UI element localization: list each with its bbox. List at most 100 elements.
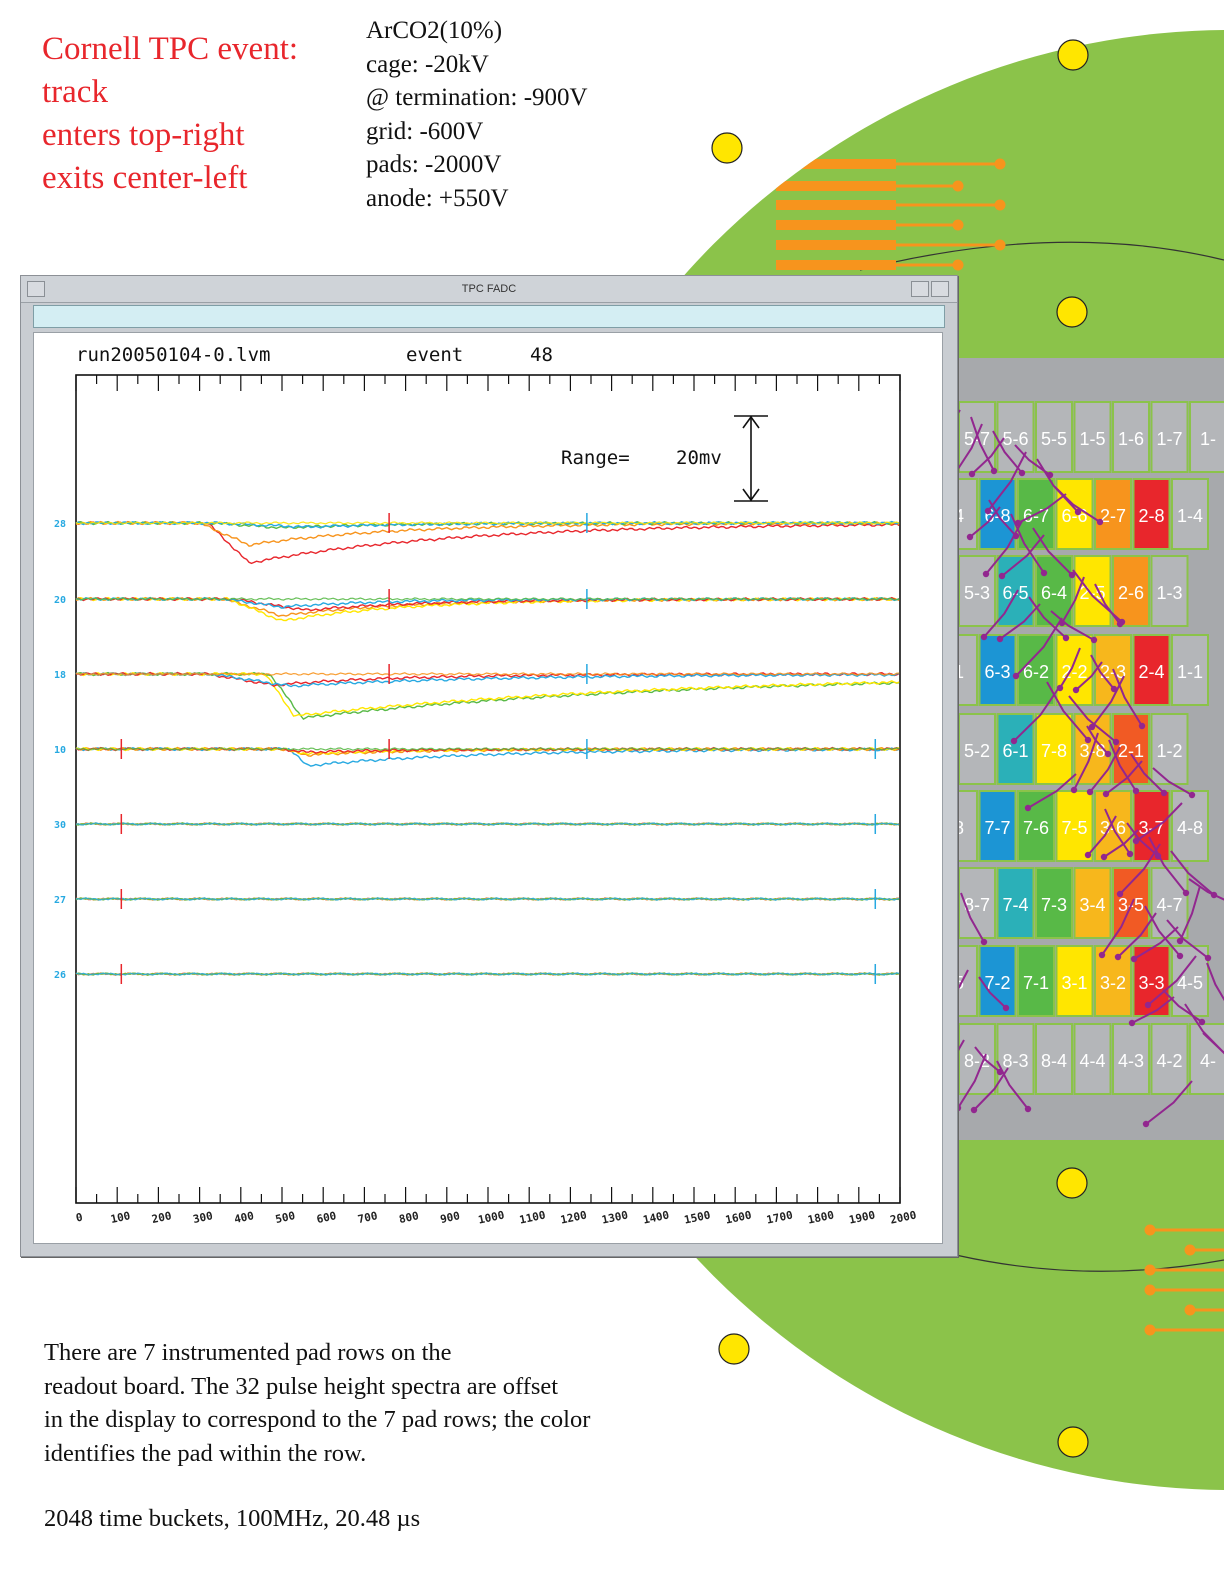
x-tick-labels: 0 100 200 300 400 500 600 700 800 900 1000 1100 1200… [75, 1208, 918, 1226]
via [1070, 786, 1078, 794]
window-maximize-button[interactable] [931, 281, 949, 297]
pad-cell [1055, 478, 1094, 550]
pad-label: 3-1 [1061, 973, 1087, 993]
routing-trace [1015, 617, 1063, 677]
pad-cell [1171, 478, 1209, 550]
pulse-trace [75, 520, 900, 565]
pad-label: 3-4 [1079, 895, 1105, 915]
pad-label: 1-4 [1177, 506, 1203, 526]
routing-trace [1112, 668, 1143, 727]
pad-label: 4-3 [1118, 1051, 1144, 1071]
pad-label: 4-5 [1177, 973, 1203, 993]
via [1182, 889, 1190, 897]
pad-cell [1150, 1023, 1189, 1095]
routing-trace [1013, 688, 1059, 742]
x-tick-label: 1000 [477, 1208, 506, 1226]
via [1056, 684, 1064, 692]
window-menu-button[interactable] [27, 281, 45, 297]
pad-label: 5-7 [964, 429, 990, 449]
routing-trace [960, 892, 985, 943]
pad-cell [978, 790, 1017, 862]
baseline-trace [75, 897, 900, 901]
pad-label: 6-4 [1041, 583, 1067, 603]
routing-trace [985, 520, 1023, 575]
routing-trace [955, 423, 983, 473]
routing-trace [1094, 583, 1121, 625]
via [1198, 1018, 1206, 1026]
via [1072, 686, 1080, 694]
pad-label: 2-5 [1079, 583, 1105, 603]
connector-end [952, 180, 964, 192]
pad-cell [1055, 634, 1094, 706]
event-number: 48 [530, 344, 553, 366]
routing-trace [1101, 898, 1135, 956]
routing-trace [1131, 996, 1175, 1024]
x-tick-label: 1400 [642, 1208, 671, 1226]
routing-trace [992, 430, 1023, 474]
pad-cell [1112, 867, 1150, 939]
routing-trace [1147, 955, 1197, 1006]
via [1126, 850, 1134, 858]
connector-pad [776, 220, 896, 230]
fadc-window[interactable]: TPC FADC run20050104-0.lvm event 48 Rang… [20, 275, 958, 1257]
x-tick-label: 1200 [559, 1208, 588, 1226]
pad-label: 5-3 [964, 583, 990, 603]
pad-label: 3-7 [1138, 818, 1164, 838]
operating-parameters: ArCO2(10%) cage: -20kV @ termination: -9… [366, 14, 588, 215]
title-line: enters top-right [42, 117, 245, 153]
routing-trace [1087, 815, 1117, 856]
via [1176, 952, 1184, 960]
x-tick-label: 300 [192, 1209, 214, 1226]
via [990, 467, 998, 475]
pad-label: 2-2 [1061, 662, 1087, 682]
pad-label: 5-5 [1041, 429, 1067, 449]
pad-label: 8 [954, 818, 964, 838]
via [1210, 891, 1218, 899]
baseline-trace [75, 747, 900, 751]
pad-label: 1-1 [1177, 662, 1203, 682]
x-tick-label: 2000 [889, 1208, 918, 1226]
pad-label: 6-1 [1002, 741, 1028, 761]
routing-trace [1108, 739, 1137, 792]
x-tick-label: 1800 [807, 1208, 836, 1226]
pad-label: 4-2 [1156, 1051, 1182, 1071]
x-tick-label: 400 [233, 1209, 255, 1226]
via [1204, 954, 1212, 962]
x-tick-label: 100 [109, 1209, 131, 1226]
title-line: exits center-left [42, 160, 248, 196]
pad-cell [1150, 555, 1189, 627]
run-file-label: run20050104-0.lvm [76, 344, 270, 366]
pad-label: 4- [1200, 1051, 1216, 1071]
routing-trace [1105, 760, 1143, 795]
caption-line: in the display to correspond to the 7 pa… [44, 1406, 591, 1433]
window-minimize-button[interactable] [911, 281, 929, 297]
pad-cell [958, 1023, 996, 1095]
routing-trace [1179, 885, 1201, 942]
pad-label: 1-5 [1079, 429, 1105, 449]
pad-cell [1150, 401, 1189, 473]
pad-label: 1-3 [1156, 583, 1182, 603]
routing-trace [1119, 843, 1161, 895]
routing-trace [974, 1046, 1001, 1073]
pad-label: 6-2 [1023, 662, 1049, 682]
pad-label: 8-7 [964, 895, 990, 915]
row-label: 27 [54, 895, 66, 906]
window-titlebar[interactable]: TPC FADC [21, 276, 957, 303]
via [982, 570, 990, 578]
row-labels: 28 20 18 10 30 27 26 [54, 519, 66, 981]
routing-trace [1103, 829, 1139, 858]
pad-label: 2-4 [1138, 662, 1164, 682]
caption-line: There are 7 instrumented pad rows on the [44, 1339, 452, 1366]
via [1024, 1105, 1032, 1113]
routing-trace [971, 437, 1005, 475]
routing-trace [1091, 675, 1125, 728]
routing-trace [1133, 926, 1179, 960]
pad-label: 7-8 [1041, 741, 1067, 761]
via [1144, 1001, 1152, 1009]
via [1160, 789, 1168, 797]
baseline-trace [75, 597, 900, 601]
pad-label: 5-2 [964, 741, 990, 761]
via [980, 633, 988, 641]
pad-cell [1035, 1023, 1073, 1095]
pad-cell [1189, 401, 1224, 473]
